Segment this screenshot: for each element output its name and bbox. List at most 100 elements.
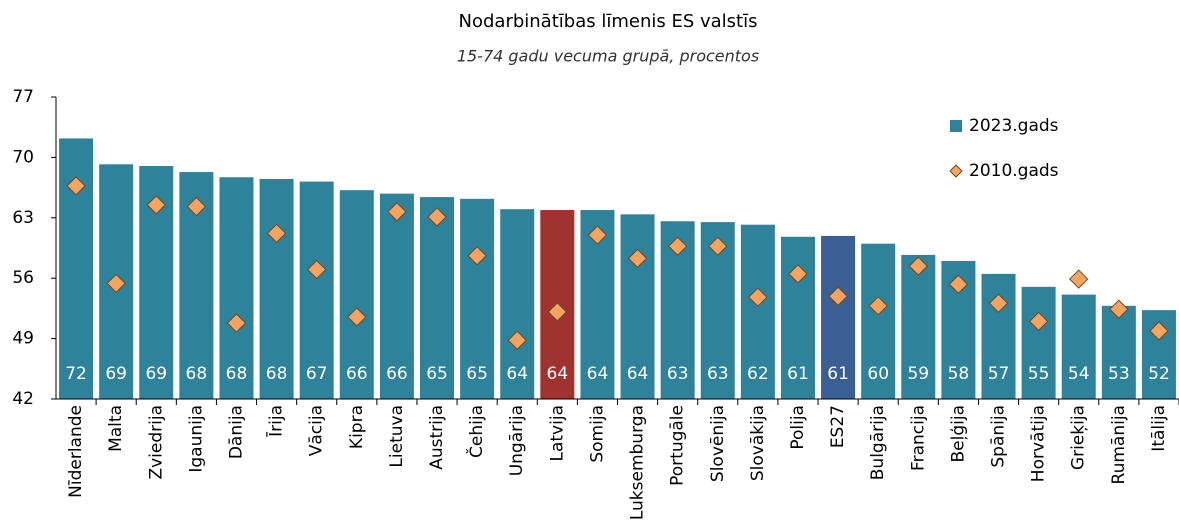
x-tick-label: Slovākija bbox=[748, 405, 768, 481]
legend-swatch bbox=[949, 164, 963, 178]
marker bbox=[547, 302, 568, 322]
data-label: 61 bbox=[827, 364, 849, 384]
marker bbox=[146, 195, 166, 215]
marker bbox=[1028, 311, 1049, 332]
bar bbox=[780, 236, 815, 399]
marker bbox=[748, 287, 768, 307]
bar bbox=[420, 197, 455, 399]
x-tick-label: Itālija bbox=[1149, 405, 1169, 452]
bar bbox=[259, 178, 294, 399]
y-tick-label: 77 bbox=[12, 87, 34, 107]
data-label: 68 bbox=[266, 364, 288, 384]
marker bbox=[908, 256, 929, 276]
marker bbox=[667, 236, 688, 256]
data-label: 65 bbox=[426, 364, 448, 384]
marker bbox=[106, 273, 126, 294]
data-label: 64 bbox=[587, 364, 609, 384]
y-tick-label: 49 bbox=[12, 329, 34, 349]
bar bbox=[1101, 305, 1136, 399]
bar bbox=[500, 209, 535, 399]
chart-subtitle: 15-74 gadu vecuma grupā, procentos bbox=[457, 47, 759, 66]
legend-label: 2010.gads bbox=[969, 161, 1059, 181]
x-tick-label: Igaunija bbox=[186, 405, 206, 473]
x-tick-label: Zviedrija bbox=[146, 405, 166, 480]
marker bbox=[387, 202, 407, 222]
x-tick-label: Nīderlande bbox=[66, 405, 86, 498]
x-tick-label: ES27 bbox=[828, 405, 848, 448]
x-tick-label: Lietuva bbox=[387, 405, 407, 468]
marker bbox=[627, 248, 648, 269]
bar bbox=[299, 181, 334, 399]
data-label: 63 bbox=[667, 364, 689, 384]
x-tick-label: Bulgārija bbox=[868, 405, 888, 480]
data-label: 66 bbox=[346, 364, 368, 384]
x-tick-label: Francija bbox=[908, 405, 928, 471]
legend-label: 2023.gads bbox=[969, 116, 1059, 136]
data-label: 68 bbox=[226, 364, 248, 384]
bar bbox=[1061, 294, 1096, 399]
data-label: 68 bbox=[186, 364, 208, 384]
chart-title: Nodarbinātības līmenis ES valstīs bbox=[459, 11, 758, 32]
data-label: 63 bbox=[707, 364, 729, 384]
data-label: 72 bbox=[65, 364, 87, 384]
x-tick-label: Īrija bbox=[265, 405, 287, 437]
bar bbox=[821, 235, 856, 399]
marker bbox=[266, 223, 287, 244]
data-label: 55 bbox=[1028, 364, 1050, 384]
y-tick-label: 63 bbox=[12, 208, 34, 228]
marker bbox=[988, 293, 1009, 313]
data-label: 60 bbox=[867, 364, 889, 384]
x-tick-label: Beļģija bbox=[948, 405, 968, 463]
x-tick-label: Polija bbox=[788, 405, 808, 450]
bar bbox=[219, 177, 254, 399]
marker bbox=[347, 307, 367, 327]
data-label: 54 bbox=[1068, 364, 1090, 384]
marker bbox=[948, 274, 969, 294]
y-tick-label: 56 bbox=[12, 268, 34, 288]
marker bbox=[788, 264, 808, 284]
x-tick-label: Luksemburga bbox=[628, 405, 648, 520]
bar bbox=[460, 198, 495, 399]
data-label: 62 bbox=[747, 364, 769, 384]
data-label: 64 bbox=[547, 364, 569, 384]
data-label: 65 bbox=[466, 364, 488, 384]
bar bbox=[379, 193, 414, 399]
data-label: 58 bbox=[948, 364, 970, 384]
marker bbox=[1149, 321, 1169, 341]
bar bbox=[339, 190, 374, 399]
marker bbox=[1069, 269, 1089, 289]
data-label: 52 bbox=[1148, 364, 1170, 384]
data-label: 64 bbox=[506, 364, 528, 384]
data-label: 57 bbox=[988, 364, 1010, 384]
data-label: 59 bbox=[907, 364, 929, 384]
marker bbox=[427, 207, 447, 227]
marker bbox=[868, 296, 888, 316]
bar bbox=[1021, 286, 1056, 399]
x-tick-label: Dānija bbox=[226, 405, 246, 459]
data-label: 66 bbox=[386, 364, 408, 384]
x-tick-label: Rumānija bbox=[1109, 405, 1129, 484]
bar bbox=[740, 224, 775, 399]
bar bbox=[620, 214, 655, 399]
marker bbox=[708, 236, 728, 256]
data-label: 61 bbox=[787, 364, 809, 384]
x-tick-label: Čehija bbox=[465, 405, 487, 458]
marker bbox=[66, 176, 86, 196]
y-tick-label: 42 bbox=[12, 389, 34, 409]
legend-swatch bbox=[950, 120, 962, 132]
data-label: 64 bbox=[627, 364, 649, 384]
y-tick-label: 70 bbox=[12, 147, 34, 167]
x-tick-label: Vācija bbox=[307, 405, 327, 456]
x-tick-label: Portugāle bbox=[668, 405, 688, 486]
x-tick-label: Ungārija bbox=[507, 405, 527, 476]
x-tick-label: Grieķija bbox=[1069, 405, 1089, 470]
x-tick-label: Slovēnija bbox=[708, 405, 728, 482]
data-label: 69 bbox=[145, 364, 167, 384]
marker bbox=[587, 225, 608, 245]
x-tick-label: Kipra bbox=[347, 405, 367, 449]
bar bbox=[861, 243, 896, 399]
marker bbox=[226, 313, 247, 333]
marker bbox=[306, 259, 327, 280]
x-tick-label: Somija bbox=[587, 405, 607, 463]
